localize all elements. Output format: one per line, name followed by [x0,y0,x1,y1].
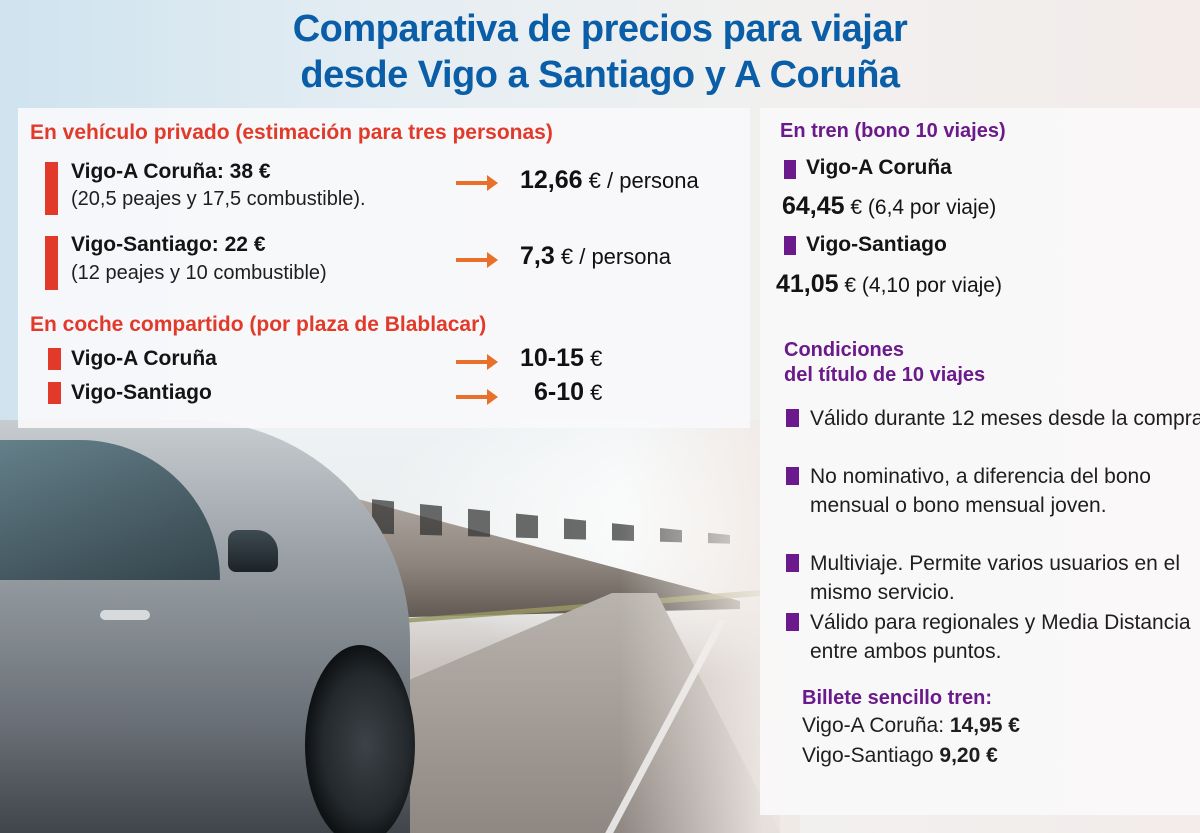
purple-bar-marker [784,160,796,179]
private-total-santiago: 22 € [224,233,266,256]
conditions-heading: Condiciones del título de 10 viajes [784,339,986,386]
red-bar-marker [48,382,61,404]
train-price-santiago: 41,05 € (4,10 por viaje) [776,270,1002,298]
condition-item: Multiviaje. Permite varios usuarios en e… [786,549,1200,607]
private-breakdown-santiago: (12 peajes y 10 combustible) [71,262,327,284]
page-title: Comparativa de precios para viajar desde… [0,6,1200,98]
condition-item: Válido durante 12 meses desde la compra [786,404,1200,433]
car-wheel [305,645,415,833]
purple-bullet-icon [786,554,799,572]
carshare-route-santiago: Vigo-Santiago [71,381,212,404]
arrow-right-icon [456,175,498,191]
title-line-2: desde Vigo a Santiago y A Coruña [300,54,900,96]
per-person-coruna: 12,66 € / persona [520,166,699,194]
private-and-carshare-panel: En vehículo privado (estimación para tre… [18,108,750,428]
carshare-route-coruna: Vigo-A Coruña [71,347,217,370]
car-mirror [228,530,278,572]
purple-bar-marker [784,236,796,255]
arrow-right-icon [456,354,498,370]
train-heading: En tren (bono 10 viajes) [780,120,1006,142]
train-price-coruna: 64,45 € (6,4 por viaje) [782,192,997,220]
condition-item: Válido para regionales y Media Distancia… [786,608,1200,666]
train-route-coruna: Vigo-A Coruña [806,156,952,179]
private-vehicle-heading: En vehículo privado (estimación para tre… [30,121,553,144]
arrow-right-icon [456,252,498,268]
red-bar-marker [48,348,61,370]
car-share-heading: En coche compartido (por plaza de Blabla… [30,313,487,336]
arrow-right-icon [456,389,498,405]
single-ticket-heading: Billete sencillo tren: [802,687,993,709]
train-panel: En tren (bono 10 viajes) Vigo-A Coruña 6… [760,108,1200,815]
single-ticket-santiago: Vigo-Santiago 9,20 € [802,744,998,767]
red-bar-marker [45,162,58,215]
private-route-santiago: Vigo-Santiago: 22 € [71,233,266,256]
title-line-1: Comparativa de precios para viajar [292,8,908,50]
condition-item: No nominativo, a diferencia del bono men… [786,462,1200,520]
purple-bullet-icon [786,613,799,631]
private-breakdown-coruna: (20,5 peajes y 17,5 combustible). [71,188,366,210]
purple-bullet-icon [786,409,799,427]
car-door-handle [100,610,150,620]
per-person-santiago: 7,3 € / persona [520,242,671,270]
carshare-price-santiago: 6-10 € [534,378,603,406]
private-total-coruna: 38 € [229,160,271,183]
train-route-santiago: Vigo-Santiago [806,233,947,256]
carshare-price-coruna: 10-15 € [520,344,603,372]
private-route-coruna: Vigo-A Coruña: 38 € [71,160,271,183]
single-ticket-coruna: Vigo-A Coruña: 14,95 € [802,714,1020,737]
purple-bullet-icon [786,467,799,485]
red-bar-marker [45,236,58,290]
